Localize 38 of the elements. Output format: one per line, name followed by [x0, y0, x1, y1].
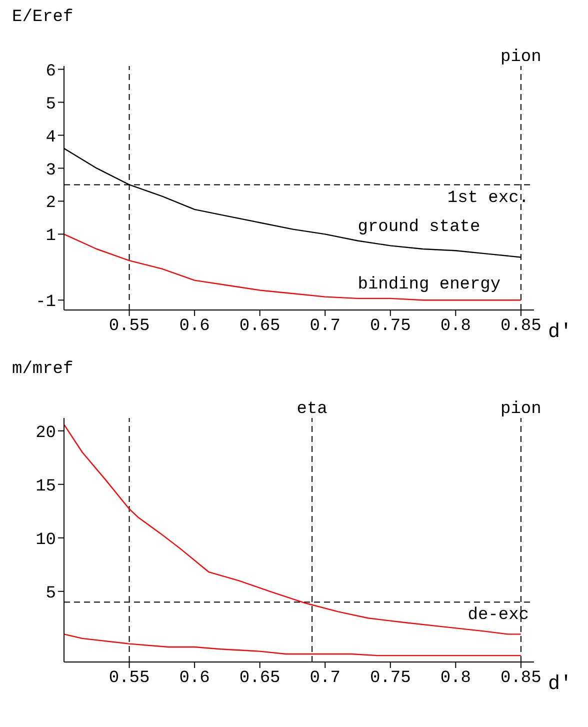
x-tick-label: 0.55 — [108, 669, 150, 688]
x-tick-label: 0.55 — [108, 317, 150, 336]
x-tick-label: 0.6 — [179, 317, 210, 336]
x-axis-title: d' — [548, 673, 572, 696]
x-tick-label: 0.8 — [440, 669, 471, 688]
ref-line-label: pion — [500, 400, 542, 419]
x-tick-label: 0.85 — [500, 317, 542, 336]
x-tick-label: 0.75 — [370, 669, 411, 688]
x-tick-label: 0.75 — [370, 317, 411, 336]
y-tick-label: -1 — [36, 293, 56, 312]
y-tick-label: 15 — [36, 477, 56, 496]
y-tick-label: 2 — [46, 194, 56, 214]
x-tick-label: 0.65 — [239, 317, 280, 336]
ref-line-label: de-exc — [468, 606, 529, 626]
y-tick-label: 1 — [46, 227, 56, 246]
x-tick-label: 0.7 — [310, 317, 340, 336]
x-tick-label: 0.6 — [179, 669, 210, 688]
y-tick-label: 20 — [36, 424, 56, 443]
series-label: binding energy — [358, 275, 501, 294]
y-tick-label: 6 — [46, 62, 56, 82]
y-tick-label: 5 — [46, 584, 56, 604]
x-tick-label: 0.65 — [239, 669, 280, 688]
y-tick-label: 4 — [46, 128, 56, 148]
x-tick-label: 0.8 — [440, 317, 471, 336]
x-tick-label: 0.85 — [500, 669, 542, 688]
y-axis-title: E/Eref — [12, 8, 74, 29]
line-series — [64, 234, 522, 301]
ref-line-label: eta — [296, 400, 328, 419]
x-tick-label: 0.7 — [310, 669, 340, 688]
line-series — [64, 634, 522, 656]
x-axis-title: d' — [548, 321, 572, 344]
ref-line-label: pion — [500, 48, 542, 67]
series-label: ground state — [358, 218, 480, 237]
y-tick-label: 3 — [46, 161, 56, 180]
y-tick-label: 10 — [36, 530, 56, 550]
y-tick-label: 5 — [46, 95, 56, 114]
y-axis-title: m/mref — [12, 360, 74, 381]
ref-line-label: 1st exc. — [447, 188, 529, 208]
